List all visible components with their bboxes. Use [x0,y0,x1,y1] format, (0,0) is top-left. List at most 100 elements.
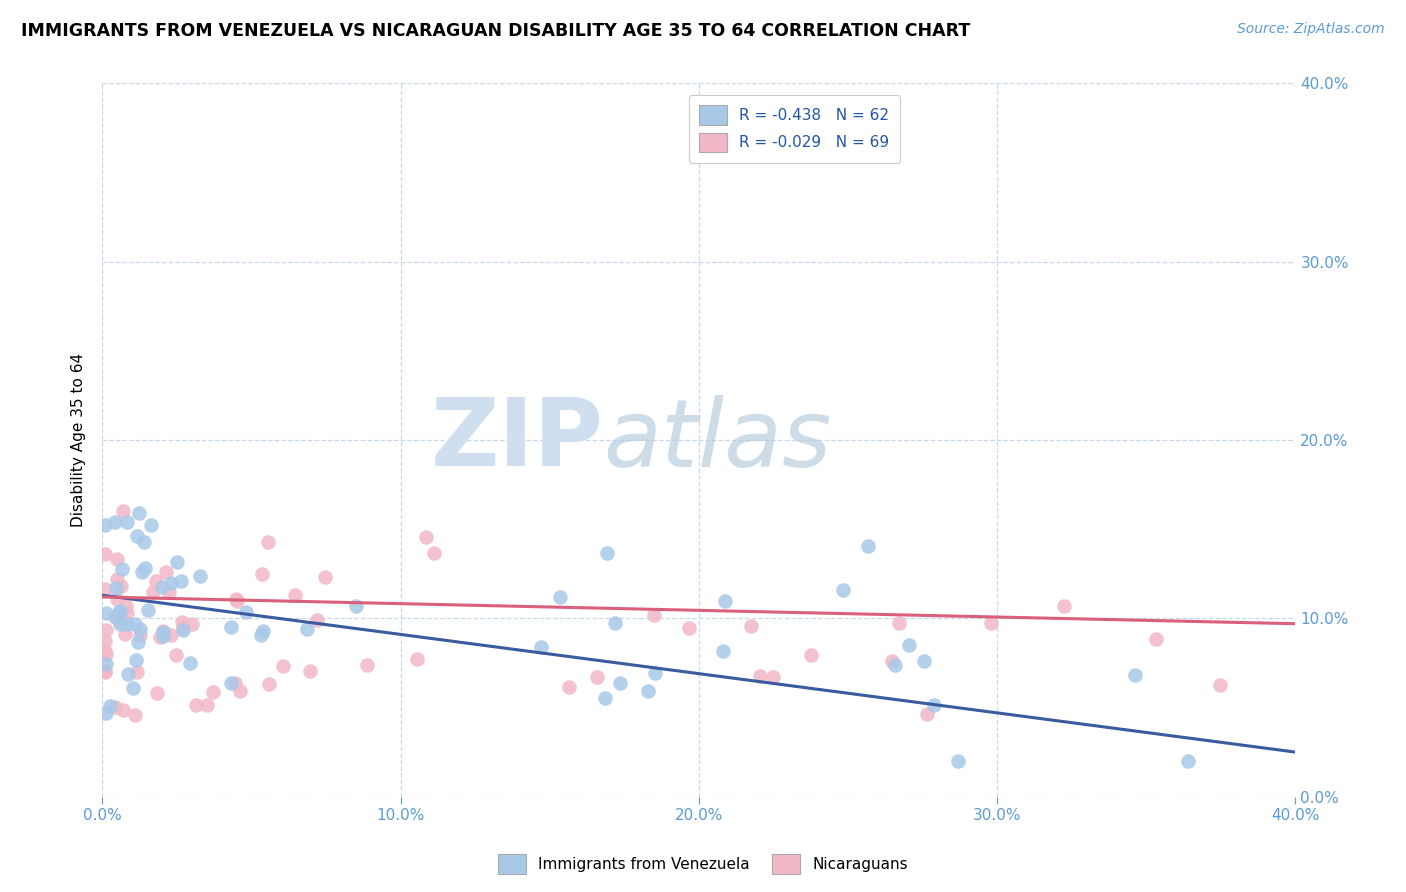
Point [295,622,318,636]
Point [898,638,921,652]
Point [124,708,146,723]
Point [887,615,910,630]
Point [219,620,242,634]
Point [257,535,280,549]
Point [110,579,132,593]
Point [115,617,138,632]
Point [117,667,139,681]
Point [884,657,907,672]
Point [225,593,247,607]
Point [104,699,127,714]
Point [122,681,145,696]
Point [273,658,295,673]
Point [94,547,117,561]
Point [229,683,252,698]
Point [115,515,138,529]
Point [415,531,437,545]
Point [96,706,118,720]
Point [104,516,127,530]
Point [609,675,631,690]
Point [184,698,207,712]
Point [740,619,762,633]
Point [179,656,201,670]
Point [713,644,735,658]
Point [856,539,879,553]
Point [314,570,336,584]
Point [111,503,134,517]
Point [108,604,131,618]
Point [160,628,183,642]
Point [924,698,946,712]
Point [94,665,117,679]
Point [643,607,665,622]
Point [252,624,274,639]
Point [108,614,131,628]
Point [111,562,134,576]
Point [96,606,118,620]
Point [160,576,183,591]
Point [114,627,136,641]
Point [132,535,155,549]
Point [1177,754,1199,768]
Point [166,555,188,569]
Point [146,686,169,700]
Point [105,581,128,595]
Point [596,546,619,560]
Point [108,605,131,619]
Point [946,754,969,768]
Point [128,506,150,520]
Point [195,698,218,713]
Point [1123,668,1146,682]
Point [188,569,211,583]
Point [149,630,172,644]
Point [127,665,149,680]
Point [307,613,329,627]
Point [637,684,659,698]
Point [250,628,273,642]
Point [128,622,150,636]
Point [800,648,823,662]
Point [124,616,146,631]
Point [173,623,195,637]
Point [103,610,125,624]
Y-axis label: Disability Age 35 to 64: Disability Age 35 to 64 [72,353,86,527]
Point [165,648,187,662]
Point [915,707,938,722]
Point [94,647,117,661]
Point [131,565,153,579]
Point [142,585,165,599]
Point [595,691,617,706]
Point [299,664,322,678]
Point [96,623,118,637]
Point [136,603,159,617]
Point [714,594,737,608]
Point [127,634,149,648]
Point [170,574,193,589]
Point [94,582,117,597]
Point [225,592,247,607]
Point [558,681,581,695]
Point [152,629,174,643]
Point [105,552,128,566]
Point [202,685,225,699]
Point [1208,678,1230,692]
Point [406,652,429,666]
Point [145,574,167,589]
Text: atlas: atlas [603,394,831,485]
Point [882,654,904,668]
Point [748,668,770,682]
Point [112,703,135,717]
Point [105,591,128,606]
Point [150,580,173,594]
Point [141,518,163,533]
Point [155,566,177,580]
Point [235,605,257,619]
Point [644,666,666,681]
Point [980,615,1002,630]
Point [762,670,785,684]
Text: IMMIGRANTS FROM VENEZUELA VS NICARAGUAN DISABILITY AGE 35 TO 64 CORRELATION CHAR: IMMIGRANTS FROM VENEZUELA VS NICARAGUAN … [21,22,970,40]
Point [422,546,444,560]
Point [219,675,242,690]
Point [1144,632,1167,647]
Point [356,658,378,673]
